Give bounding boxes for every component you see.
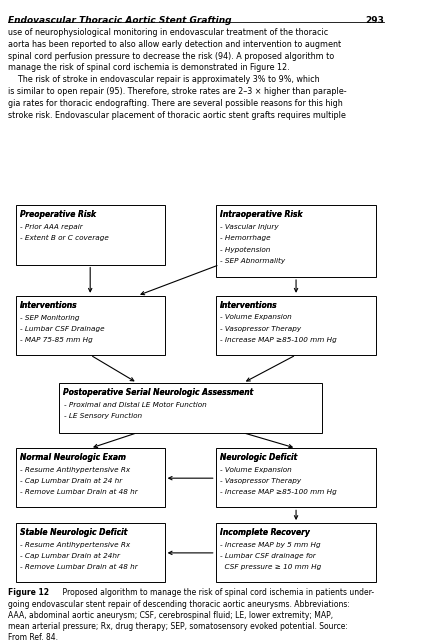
Text: Incomplete Recovery: Incomplete Recovery <box>219 528 309 537</box>
Text: AAA, abdominal aortic aneurysm; CSF, cerebrospinal fluid; LE, lower extremity; M: AAA, abdominal aortic aneurysm; CSF, cer… <box>8 611 332 620</box>
Text: - Cap Lumbar Drain at 24 hr: - Cap Lumbar Drain at 24 hr <box>20 478 122 484</box>
Text: - Increase MAP by 5 mm Hg: - Increase MAP by 5 mm Hg <box>220 541 320 548</box>
Text: CSF pressure ≥ 10 mm Hg: CSF pressure ≥ 10 mm Hg <box>220 564 321 570</box>
Text: Neurologic Deficit: Neurologic Deficit <box>219 453 296 462</box>
Text: Normal Neurologic Exam: Normal Neurologic Exam <box>20 453 125 462</box>
FancyBboxPatch shape <box>215 205 376 277</box>
Text: Postoperative Serial Neurologic Assessment: Postoperative Serial Neurologic Assessme… <box>63 388 252 397</box>
Text: Stable Neurologic Deficit: Stable Neurologic Deficit <box>20 528 127 537</box>
Text: Figure 12: Figure 12 <box>8 588 49 597</box>
Text: - Cap Lumbar Drain at 24hr: - Cap Lumbar Drain at 24hr <box>20 553 120 559</box>
Text: - Proximal and Distal LE Motor Function: - Proximal and Distal LE Motor Function <box>63 401 206 408</box>
Text: Intraoperative Risk: Intraoperative Risk <box>219 211 302 220</box>
Text: Interventions: Interventions <box>219 301 276 310</box>
Text: - Increase MAP ≥85-100 mm Hg: - Increase MAP ≥85-100 mm Hg <box>220 490 337 495</box>
Text: Stable Neurologic Deficit: Stable Neurologic Deficit <box>20 528 127 537</box>
Text: - Hypotension: - Hypotension <box>220 246 270 253</box>
FancyBboxPatch shape <box>215 296 376 355</box>
FancyBboxPatch shape <box>215 523 376 582</box>
FancyBboxPatch shape <box>16 296 164 355</box>
Text: - Hemorrhage: - Hemorrhage <box>220 236 271 241</box>
FancyBboxPatch shape <box>16 205 164 264</box>
Text: - Vascular Injury: - Vascular Injury <box>220 224 278 230</box>
Text: - LE Sensory Function: - LE Sensory Function <box>63 413 141 419</box>
Text: - SEP Monitoring: - SEP Monitoring <box>20 314 80 321</box>
Text: Intraoperative Risk: Intraoperative Risk <box>219 211 302 220</box>
Text: - Remove Lumbar Drain at 48 hr: - Remove Lumbar Drain at 48 hr <box>20 490 138 495</box>
Text: Endovascular Thoracic Aortic Stent Grafting: Endovascular Thoracic Aortic Stent Graft… <box>8 15 231 24</box>
Text: - Vasopressor Therapy: - Vasopressor Therapy <box>220 326 301 332</box>
Text: - Volume Expansion: - Volume Expansion <box>220 467 291 473</box>
Text: Preoperative Risk: Preoperative Risk <box>20 211 95 220</box>
FancyBboxPatch shape <box>215 448 376 508</box>
Text: - Resume Antihypertensive Rx: - Resume Antihypertensive Rx <box>20 467 130 473</box>
Text: - Lumbar CSF drainage for: - Lumbar CSF drainage for <box>220 553 315 559</box>
Text: Neurologic Deficit: Neurologic Deficit <box>219 453 296 462</box>
Text: Proposed algorithm to manage the risk of spinal cord ischemia in patients under-: Proposed algorithm to manage the risk of… <box>53 588 373 597</box>
Text: mean arterial pressure; Rx, drug therapy; SEP, somatosensory evoked potential. S: mean arterial pressure; Rx, drug therapy… <box>8 622 347 631</box>
Text: Incomplete Recovery: Incomplete Recovery <box>219 528 309 537</box>
Text: - Increase MAP ≥85-100 mm Hg: - Increase MAP ≥85-100 mm Hg <box>220 337 337 343</box>
Text: - Extent B or C coverage: - Extent B or C coverage <box>20 236 109 241</box>
Text: Normal Neurologic Exam: Normal Neurologic Exam <box>20 453 125 462</box>
Text: - SEP Abnormality: - SEP Abnormality <box>220 258 285 264</box>
Text: Interventions: Interventions <box>219 301 276 310</box>
Text: going endovascular stent repair of descending thoracic aortic aneurysms. Abbrevi: going endovascular stent repair of desce… <box>8 600 349 609</box>
Text: - Lumbar CSF Drainage: - Lumbar CSF Drainage <box>20 326 105 332</box>
Text: - Volume Expansion: - Volume Expansion <box>220 314 291 321</box>
Text: - Vasopressor Therapy: - Vasopressor Therapy <box>220 478 301 484</box>
Text: - Remove Lumbar Drain at 48 hr: - Remove Lumbar Drain at 48 hr <box>20 564 138 570</box>
Text: Postoperative Serial Neurologic Assessment: Postoperative Serial Neurologic Assessme… <box>63 388 252 397</box>
Text: Interventions: Interventions <box>20 301 77 310</box>
Text: use of neurophysiological monitoring in endovascular treatment of the thoracic
a: use of neurophysiological monitoring in … <box>8 28 345 120</box>
Text: - Prior AAA repair: - Prior AAA repair <box>20 224 83 230</box>
Text: From Ref. 84.: From Ref. 84. <box>8 633 58 640</box>
Text: Interventions: Interventions <box>20 301 77 310</box>
FancyBboxPatch shape <box>16 448 164 508</box>
Text: - Resume Antihypertensive Rx: - Resume Antihypertensive Rx <box>20 541 130 548</box>
Text: 293: 293 <box>365 15 383 24</box>
Text: - MAP 75-85 mm Hg: - MAP 75-85 mm Hg <box>20 337 93 343</box>
FancyBboxPatch shape <box>16 523 164 582</box>
Text: Preoperative Risk: Preoperative Risk <box>20 211 95 220</box>
FancyBboxPatch shape <box>59 383 321 433</box>
